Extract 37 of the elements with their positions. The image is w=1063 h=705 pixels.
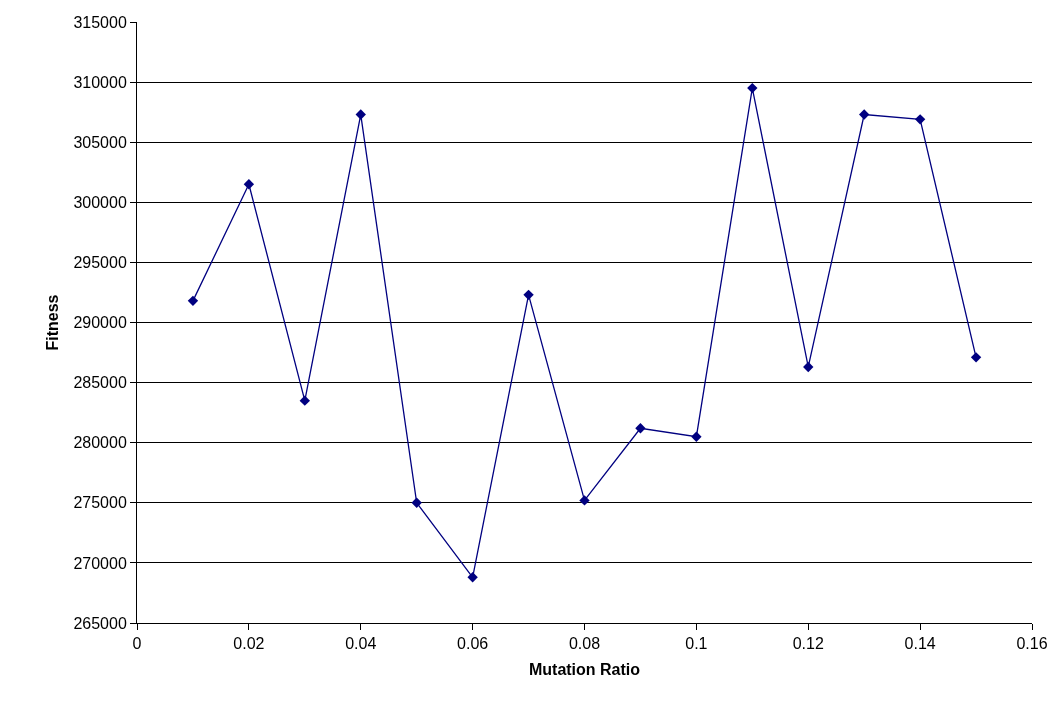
point [635,423,646,434]
y-tick-label: 270000 [73,554,127,572]
point [858,109,870,120]
y-tick-label: 310000 [73,73,127,91]
point [970,352,982,363]
y-tick-label: 305000 [73,133,127,151]
point [299,395,311,406]
y-tick-label: 285000 [73,374,127,392]
x-tick-label: 0.06 [457,635,489,653]
y-tick-label: 300000 [73,193,127,211]
x-axis-title: Mutation Ratio [528,660,641,678]
point [243,179,255,190]
x-tick-label: 0.16 [1016,635,1048,653]
point [355,109,366,120]
y-axis-title: Fitness [44,294,62,351]
x-tick-label: 0.02 [233,635,265,653]
y-tick-label: 290000 [73,314,127,332]
point [747,82,758,94]
x-tick-label: 0.1 [685,635,708,653]
point [411,497,422,508]
x-tick-label: 0.14 [904,635,936,653]
x-tick-label: 0.04 [345,635,377,653]
point [467,572,478,583]
x-tick-label: 0 [132,635,142,653]
x-tick-label: 0.08 [568,635,601,653]
point [691,431,702,442]
y-tick-label: 280000 [73,434,127,452]
y-tick-label: 265000 [73,614,127,632]
point [803,361,814,373]
y-tick-label: 295000 [73,254,127,271]
point [579,495,590,506]
y-tick-label: 275000 [73,494,127,512]
x-tick-label: 0.12 [792,635,824,653]
point [187,295,199,307]
y-tick-label: 315000 [73,13,127,31]
point [914,114,926,125]
point [523,289,534,301]
